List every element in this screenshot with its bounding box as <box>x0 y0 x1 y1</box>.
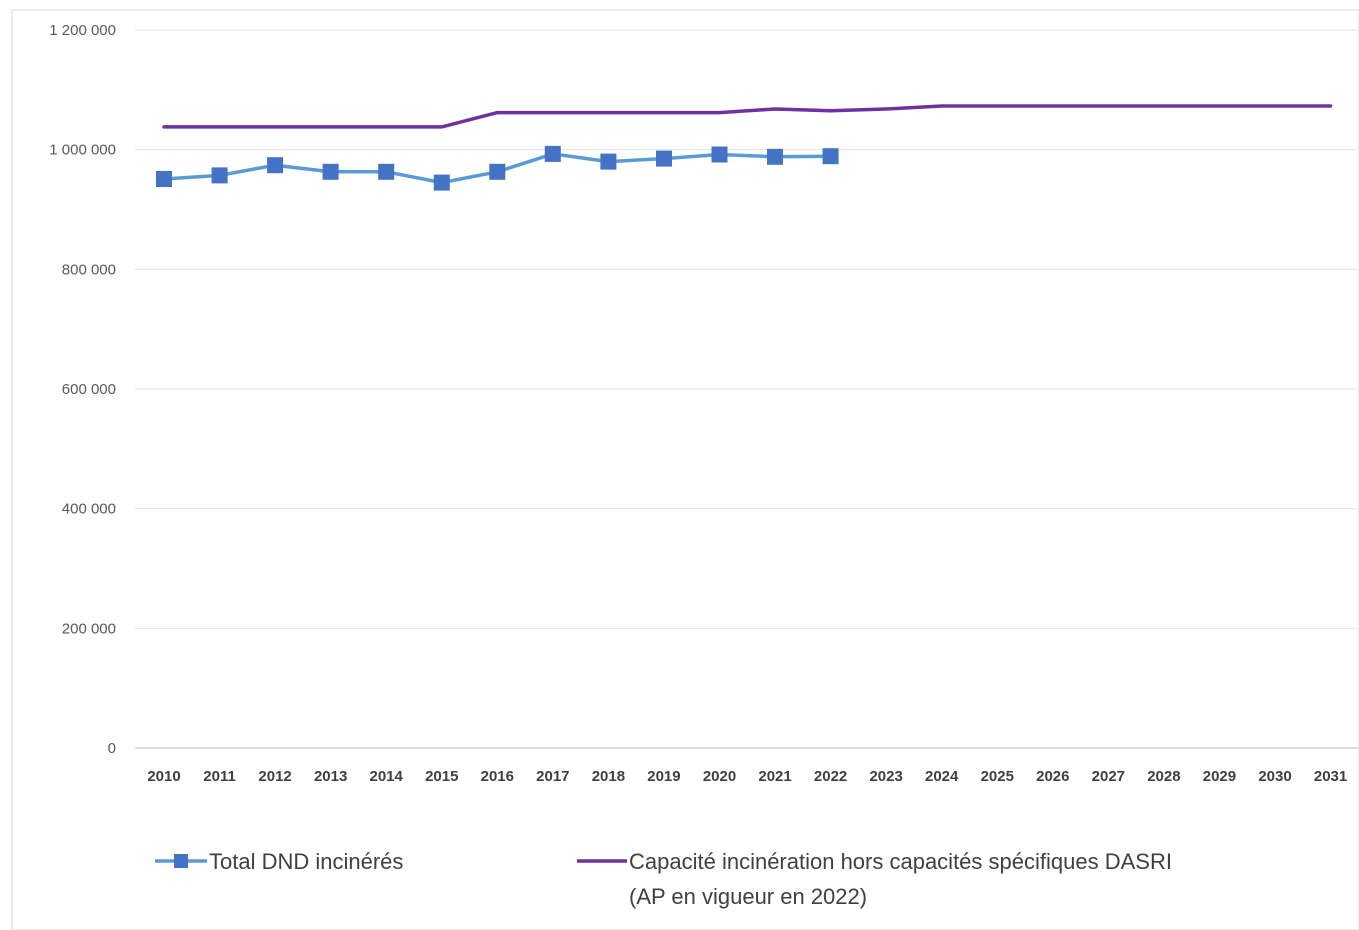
series-layer <box>156 104 1333 191</box>
y-tick-label: 1 200 000 <box>49 22 116 39</box>
x-tick-label: 2020 <box>703 768 736 785</box>
y-tick-label: 1 000 000 <box>49 142 116 159</box>
x-tick-label: 2028 <box>1147 768 1180 785</box>
x-tick-label: 2029 <box>1203 768 1236 785</box>
legend-label-capacite: Capacité incinération hors capacités spé… <box>629 849 1172 874</box>
y-tick-label: 0 <box>108 740 116 757</box>
x-tick-label: 2030 <box>1258 768 1291 785</box>
x-tick-label: 2019 <box>647 768 680 785</box>
x-tick-label: 2014 <box>370 768 404 785</box>
data-point-marker <box>378 163 395 180</box>
legend: Total DND incinérés Capacité incinératio… <box>155 849 1172 909</box>
x-tick-label: 2022 <box>814 768 847 785</box>
x-tick-label: 2025 <box>981 768 1014 785</box>
x-tick-label: 2018 <box>592 768 625 785</box>
data-point-marker <box>211 167 228 184</box>
y-tick-label: 400 000 <box>62 501 116 518</box>
data-point-marker <box>544 145 561 162</box>
x-tick-label: 2013 <box>314 768 347 785</box>
x-tick-label: 2023 <box>869 768 902 785</box>
data-point-marker <box>433 174 450 191</box>
x-tick-label: 2010 <box>147 768 180 785</box>
x-axis: 2010 2011 2012 2013 2014 2015 2016 2017 2018 2019… <box>147 768 1347 785</box>
data-point-marker <box>267 157 284 174</box>
data-point-marker <box>322 163 339 180</box>
y-tick-label: 800 000 <box>62 261 116 278</box>
data-point-marker <box>656 150 672 167</box>
series-capacite <box>162 104 1333 129</box>
legend-item-capacite: Capacité incinération hors capacités spé… <box>577 849 1172 909</box>
x-tick-label: 2017 <box>536 768 569 785</box>
x-tick-label: 2027 <box>1092 768 1125 785</box>
gridlines <box>135 29 1358 749</box>
data-point-marker <box>767 148 783 165</box>
legend-marker-square-icon <box>174 854 188 868</box>
legend-label-total-dnd: Total DND incinérés <box>209 849 403 874</box>
legend-label-capacite-line2: (AP en vigueur en 2022) <box>629 884 867 909</box>
legend-item-total-dnd: Total DND incinérés <box>155 849 403 874</box>
y-tick-label: 600 000 <box>62 381 116 398</box>
x-tick-label: 2011 <box>203 768 236 785</box>
x-tick-label: 2016 <box>481 768 514 785</box>
x-tick-label: 2031 <box>1314 768 1347 785</box>
series-line-capacite <box>162 104 1333 129</box>
data-point-marker <box>156 171 172 187</box>
chart-border <box>11 9 1359 930</box>
y-tick-label: 200 000 <box>62 620 116 637</box>
y-axis: 0 200 000 400 000 600 000 800 000 1 000 000 1 … <box>49 22 116 757</box>
x-tick-label: 2024 <box>925 768 959 785</box>
series-total-dnd <box>156 145 839 191</box>
x-tick-label: 2015 <box>425 768 458 785</box>
data-point-marker <box>711 146 728 163</box>
x-tick-label: 2021 <box>758 768 791 785</box>
data-point-marker <box>822 148 839 165</box>
data-point-marker <box>600 153 617 170</box>
x-tick-label: 2012 <box>258 768 291 785</box>
x-tick-label: 2026 <box>1036 768 1069 785</box>
data-point-marker <box>489 163 506 180</box>
